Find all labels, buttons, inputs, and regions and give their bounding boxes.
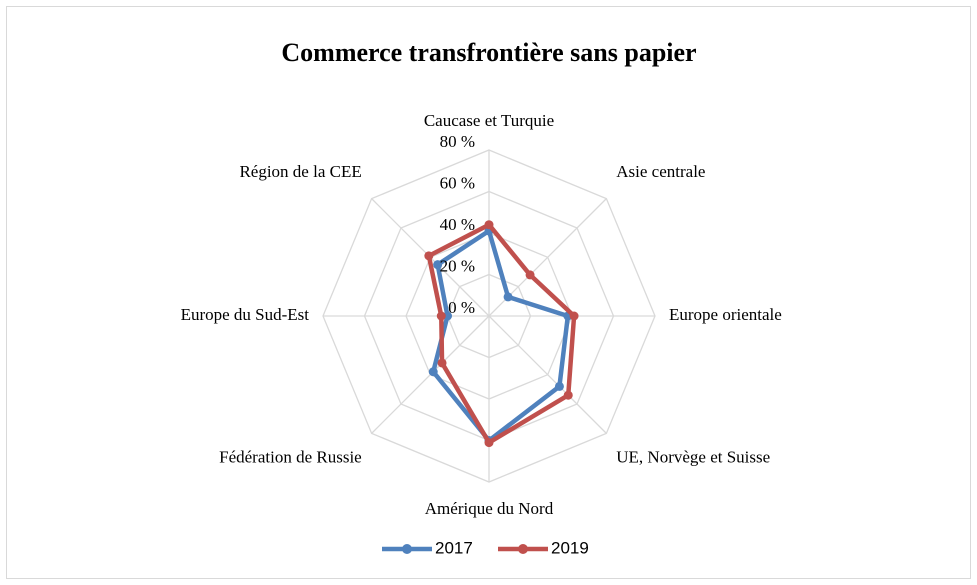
category-label: Amérique du Nord: [425, 499, 554, 518]
tick-label: 40 %: [440, 215, 475, 234]
data-point: [484, 220, 494, 230]
data-point: [569, 311, 579, 321]
data-point: [428, 367, 438, 377]
legend-label: 2019: [551, 538, 589, 557]
tick-label: 60 %: [440, 173, 475, 192]
chart-title: Commerce transfrontière sans papier: [281, 38, 696, 67]
legend-marker: [402, 544, 412, 554]
data-point: [443, 311, 452, 321]
data-point: [437, 358, 447, 368]
data-point: [503, 292, 513, 302]
category-label: Région de la CEE: [239, 162, 361, 181]
spoke: [488, 315, 607, 434]
tick-label: 80 %: [440, 132, 475, 151]
category-label: Europe du Sud-Est: [181, 305, 310, 324]
tick-label: 20 %: [440, 256, 475, 275]
category-label: Caucase et Turquie: [424, 111, 554, 130]
data-point: [436, 311, 446, 321]
legend-label: 2017: [435, 538, 473, 557]
data-point: [554, 381, 564, 391]
data-point: [525, 270, 535, 280]
tick-label: 0 %: [448, 298, 475, 317]
category-label: Fédération de Russie: [219, 448, 362, 467]
category-label: Asie centrale: [616, 162, 705, 181]
data-point: [424, 251, 434, 261]
legend-marker: [518, 544, 528, 554]
data-point: [484, 438, 494, 448]
data-point: [433, 260, 443, 270]
data-point: [563, 390, 573, 400]
category-label: Europe orientale: [669, 305, 782, 324]
category-label: UE, Norvège et Suisse: [616, 448, 770, 467]
